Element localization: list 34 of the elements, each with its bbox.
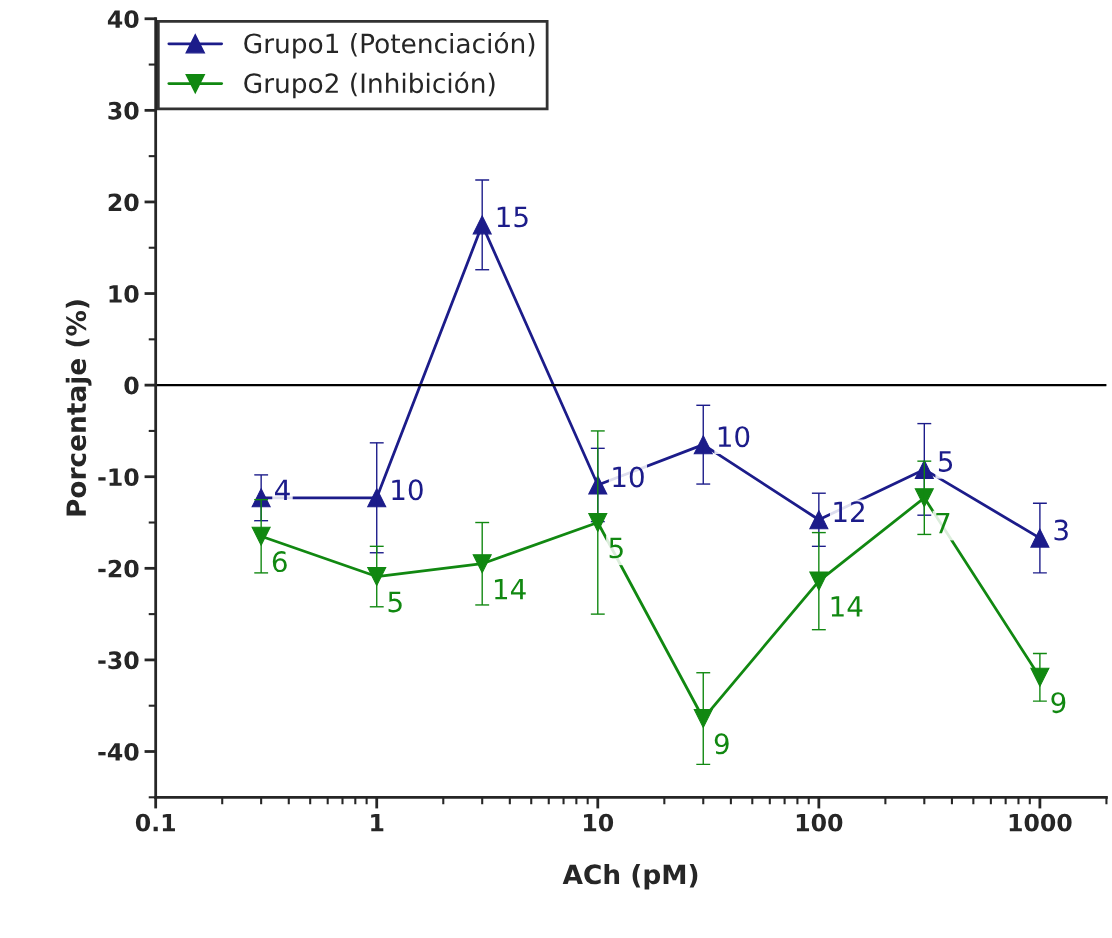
y-tick-label: -10 [98,468,139,487]
legend-label: Grupo2 (Inhibición) [244,71,495,99]
y-tick-label: 40 [107,10,139,29]
x-tick-label: 1000 [1009,813,1072,832]
annotation: 14 [831,596,863,617]
annotation: 10 [718,426,750,448]
annotation: 5 [388,591,402,613]
x-tick-label: 0.1 [135,813,175,832]
x-axis-title: ACh (pM) [562,863,698,890]
x-tick-label: 1 [371,814,384,832]
y-tick-label: 0 [124,376,139,395]
annotation: 3 [1054,519,1068,541]
annotation: 5 [609,537,623,559]
annotation: 9 [714,733,729,755]
annotation: 10 [613,466,644,488]
annotation: 12 [834,501,864,522]
annotation: 14 [494,578,526,600]
legend-label: Grupo1 (Potenciación) [244,31,535,59]
y-tick-label: 20 [108,193,139,212]
y-tick-label: 10 [109,284,139,303]
y-axis-title: Porcentaje (%) [65,300,92,516]
y-tick-label: -30 [98,651,139,670]
annotation: 5 [938,451,953,472]
annotation: 6 [272,551,287,573]
y-tick-label: -40 [98,742,139,761]
annotation: 10 [392,479,423,501]
annotation: 7 [936,512,950,534]
annotation: 15 [497,206,528,228]
annotation: 9 [1051,692,1066,714]
y-tick-label: -20 [98,559,139,578]
y-tick-label: 30 [108,101,139,120]
annotation: 4 [275,479,290,500]
x-tick-label: 100 [796,813,843,832]
x-tick-label: 10 [584,813,614,832]
